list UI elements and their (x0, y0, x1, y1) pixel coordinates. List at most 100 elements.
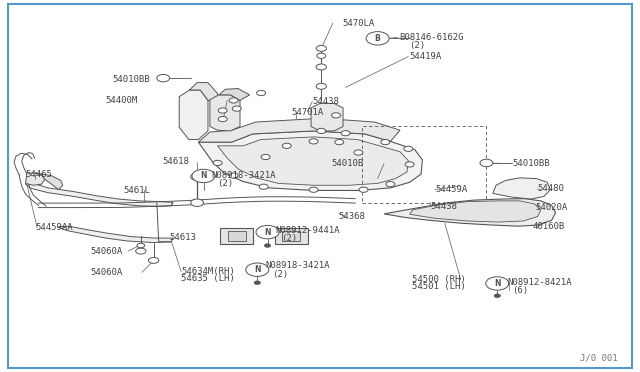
Polygon shape (410, 201, 541, 222)
Polygon shape (493, 178, 550, 199)
Circle shape (137, 243, 145, 248)
Polygon shape (198, 131, 422, 190)
Circle shape (316, 64, 326, 70)
Circle shape (264, 244, 271, 247)
Circle shape (335, 140, 344, 145)
Circle shape (341, 131, 350, 136)
Polygon shape (210, 95, 240, 131)
Text: 54613: 54613 (170, 233, 196, 242)
Circle shape (259, 184, 268, 189)
Circle shape (257, 90, 266, 96)
Text: J/0 001: J/0 001 (580, 354, 618, 363)
Text: 54465: 54465 (26, 170, 52, 179)
Polygon shape (26, 183, 173, 206)
Circle shape (218, 116, 227, 122)
Text: 54635 (LH): 54635 (LH) (181, 274, 235, 283)
Text: (2): (2) (272, 270, 288, 279)
Polygon shape (179, 90, 208, 140)
Text: B08146-6162G: B08146-6162G (399, 33, 464, 42)
Circle shape (218, 108, 227, 113)
Circle shape (191, 199, 204, 206)
Circle shape (213, 160, 222, 166)
Circle shape (332, 113, 340, 118)
Text: 54368: 54368 (338, 212, 365, 221)
Text: 54438: 54438 (431, 202, 458, 211)
Circle shape (261, 154, 270, 160)
Text: 54701A: 54701A (291, 108, 323, 117)
Circle shape (256, 225, 279, 239)
Circle shape (148, 257, 159, 263)
Circle shape (381, 140, 390, 145)
Circle shape (232, 106, 241, 111)
Polygon shape (58, 226, 173, 243)
Text: 54438: 54438 (312, 97, 339, 106)
Polygon shape (218, 137, 408, 185)
Circle shape (229, 98, 238, 103)
Circle shape (229, 173, 238, 178)
Circle shape (316, 45, 326, 51)
Circle shape (309, 139, 318, 144)
Circle shape (316, 83, 326, 89)
Text: N: N (264, 228, 271, 237)
Circle shape (191, 173, 204, 180)
FancyBboxPatch shape (220, 228, 253, 244)
Circle shape (282, 143, 291, 148)
Circle shape (359, 187, 368, 192)
Circle shape (354, 150, 363, 155)
Text: 54459AA: 54459AA (35, 223, 73, 232)
Text: 54500 (RH): 54500 (RH) (412, 275, 466, 284)
Text: N08918-3421A: N08918-3421A (211, 171, 276, 180)
Circle shape (404, 146, 413, 151)
Text: N: N (254, 265, 260, 274)
Text: 54618: 54618 (162, 157, 189, 166)
Circle shape (136, 248, 146, 254)
Polygon shape (198, 118, 400, 142)
Polygon shape (219, 89, 250, 100)
Circle shape (480, 159, 493, 167)
FancyBboxPatch shape (282, 231, 300, 241)
Text: B: B (375, 34, 380, 43)
Text: 54010BB: 54010BB (512, 159, 550, 168)
Text: 54060A: 54060A (91, 268, 123, 277)
Polygon shape (26, 173, 45, 185)
Text: 5461L: 5461L (124, 186, 150, 195)
Polygon shape (311, 103, 343, 131)
Text: N: N (494, 279, 500, 288)
Circle shape (309, 187, 318, 192)
FancyBboxPatch shape (228, 231, 246, 241)
Text: 54010BB: 54010BB (112, 76, 150, 84)
Text: N08918-3421A: N08918-3421A (266, 262, 330, 270)
Text: (6): (6) (512, 286, 528, 295)
Text: (2): (2) (282, 234, 298, 243)
Text: 54419A: 54419A (410, 52, 442, 61)
Text: (2): (2) (218, 179, 234, 187)
Text: 54459A: 54459A (435, 185, 467, 194)
Circle shape (494, 294, 500, 298)
Circle shape (486, 277, 509, 290)
Circle shape (254, 281, 260, 285)
Polygon shape (35, 173, 63, 190)
Circle shape (157, 74, 170, 82)
Text: 54010B: 54010B (332, 159, 364, 168)
Text: 54400M: 54400M (106, 96, 138, 105)
Text: N08912-9441A: N08912-9441A (275, 226, 340, 235)
Text: 54060A: 54060A (91, 247, 123, 256)
Text: 54020A: 54020A (535, 203, 567, 212)
Circle shape (405, 162, 414, 167)
Text: N08912-8421A: N08912-8421A (508, 278, 572, 287)
Polygon shape (189, 83, 218, 100)
Text: 54501 (LH): 54501 (LH) (412, 282, 466, 291)
Circle shape (366, 32, 389, 45)
Circle shape (246, 263, 269, 276)
Text: (2): (2) (410, 41, 426, 50)
Text: 54480: 54480 (538, 185, 564, 193)
Circle shape (192, 169, 215, 183)
Circle shape (386, 182, 395, 187)
Circle shape (317, 128, 326, 134)
Text: 40160B: 40160B (532, 222, 564, 231)
Text: 5470LA: 5470LA (342, 19, 374, 28)
Polygon shape (384, 199, 556, 226)
Text: 54634M(RH): 54634M(RH) (181, 267, 235, 276)
Circle shape (317, 53, 326, 58)
Text: N: N (200, 171, 207, 180)
